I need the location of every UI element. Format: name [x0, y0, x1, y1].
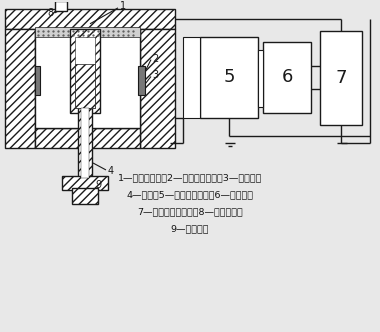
Bar [75, 63, 95, 108]
Text: 1—陶瓷维维体；2—池体（阴极）；3—放射源；: 1—陶瓷维维体；2—池体（阴极）；3—放射源； [118, 173, 262, 182]
Text: 2: 2 [152, 53, 158, 64]
Text: 8: 8 [48, 8, 54, 18]
Bar [75, 37, 95, 108]
Text: 7—直流或脉冲电源；8—载气入口；: 7—直流或脉冲电源；8—载气入口； [137, 207, 243, 216]
Text: 6: 6 [281, 68, 293, 86]
Bar [320, 31, 362, 125]
Text: 9: 9 [95, 180, 101, 190]
Bar [70, 29, 100, 113]
Bar [72, 188, 98, 204]
Bar [5, 29, 35, 148]
Bar [35, 65, 40, 95]
Bar [263, 42, 311, 113]
Text: 4—阳极；5—微电流放大器；6—记录仪；: 4—阳极；5—微电流放大器；6—记录仪； [127, 190, 253, 199]
Bar [78, 108, 92, 178]
Bar [258, 50, 263, 107]
Text: 1: 1 [120, 1, 126, 11]
Bar [62, 176, 108, 190]
Text: 7: 7 [335, 69, 347, 87]
Bar [81, 108, 89, 178]
Bar [140, 29, 175, 148]
Bar [5, 9, 175, 29]
Text: 3: 3 [152, 70, 158, 80]
Bar [200, 37, 258, 118]
Bar [138, 65, 145, 95]
Text: 5: 5 [223, 68, 235, 86]
Bar [35, 27, 140, 37]
Text: 4: 4 [108, 166, 114, 176]
Bar [35, 128, 140, 148]
Text: 9—样品出口: 9—样品出口 [171, 224, 209, 233]
Bar [183, 37, 200, 118]
Bar [35, 29, 140, 128]
Bar [55, 1, 67, 11]
